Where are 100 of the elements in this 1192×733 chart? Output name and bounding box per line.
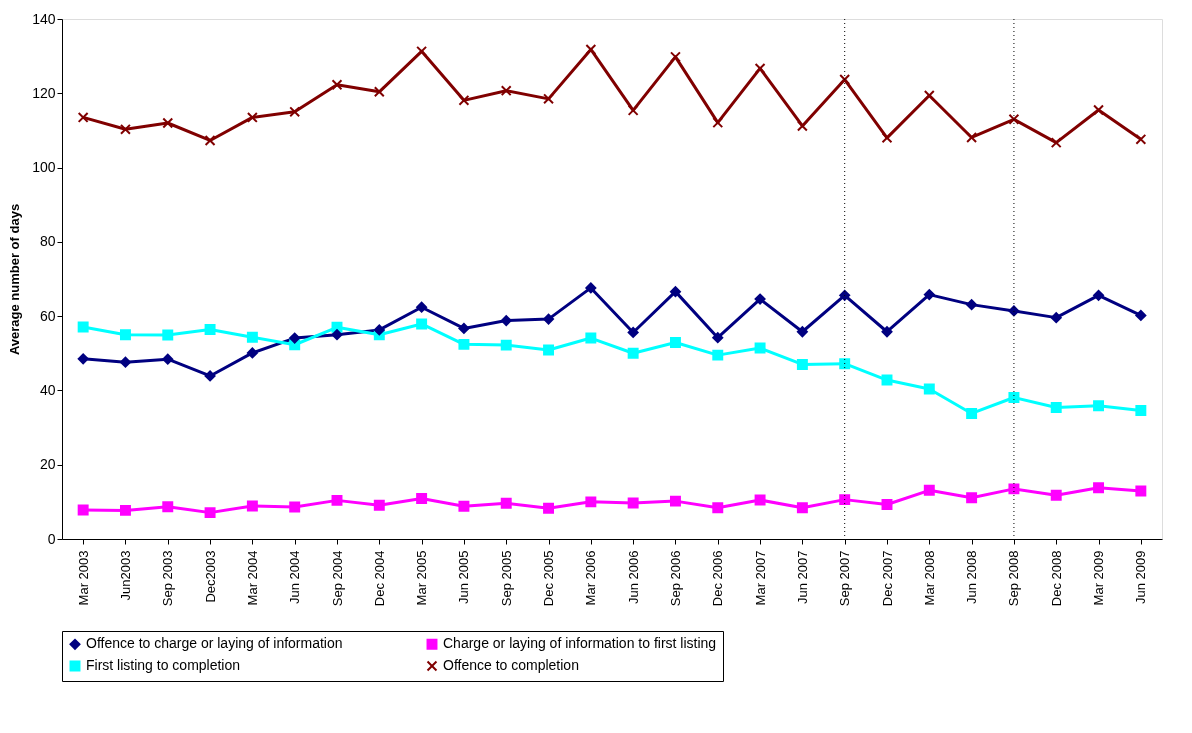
point xyxy=(712,502,724,514)
x-tick-label: Jun 2004 xyxy=(287,550,303,604)
x-tick-label: Dec 2008 xyxy=(1048,550,1064,607)
point xyxy=(416,493,428,504)
point xyxy=(754,494,766,506)
point xyxy=(416,318,428,330)
point xyxy=(416,301,428,313)
point xyxy=(77,353,89,365)
point xyxy=(1008,113,1020,125)
point xyxy=(162,329,174,341)
point xyxy=(796,120,808,132)
legend-label: First listing to completion xyxy=(86,657,241,673)
x-tick-label: Mar 2008 xyxy=(921,550,937,606)
point xyxy=(246,331,258,343)
point xyxy=(246,111,258,123)
point xyxy=(373,324,385,336)
point xyxy=(881,132,893,144)
x-tick-label: Mar 2007 xyxy=(752,550,768,606)
point xyxy=(839,289,851,301)
point xyxy=(331,329,343,341)
point xyxy=(246,347,258,359)
x-tick-label: Jun 2005 xyxy=(456,550,472,604)
x-tick-label: Jun 2006 xyxy=(625,550,641,604)
point xyxy=(669,495,681,507)
point xyxy=(669,286,681,298)
point xyxy=(966,492,978,504)
point xyxy=(796,358,808,370)
point xyxy=(627,497,639,509)
point xyxy=(119,329,131,341)
x-tick-label: Jun 2007 xyxy=(794,550,810,604)
point xyxy=(923,289,935,301)
point xyxy=(77,321,89,333)
point xyxy=(585,43,597,55)
point xyxy=(458,500,470,512)
point xyxy=(839,358,851,370)
point xyxy=(923,484,935,496)
x-tick-label: Dec 2004 xyxy=(371,550,387,607)
point xyxy=(246,500,258,512)
point xyxy=(796,326,808,338)
point xyxy=(627,347,639,359)
x-tick-label: Sep 2004 xyxy=(329,550,345,607)
x-tick-label: Mar 2004 xyxy=(244,550,260,606)
y-tick-label: 60 xyxy=(39,307,56,324)
point xyxy=(881,326,893,338)
point xyxy=(543,313,555,325)
point xyxy=(1135,485,1147,497)
point xyxy=(669,337,681,348)
point xyxy=(1050,402,1062,413)
point xyxy=(500,339,512,351)
y-tick-label: 20 xyxy=(39,456,56,473)
point xyxy=(1008,392,1020,403)
legend-label: Offence to charge or laying of information xyxy=(86,635,343,652)
point xyxy=(712,349,724,361)
x-tick-label: Dec 2005 xyxy=(541,550,557,607)
point xyxy=(543,502,555,514)
point xyxy=(119,123,131,135)
point xyxy=(500,315,512,327)
point xyxy=(1135,405,1147,416)
point xyxy=(373,86,385,98)
y-tick-label: 80 xyxy=(39,233,56,250)
point xyxy=(712,332,724,344)
point xyxy=(881,374,893,386)
point xyxy=(754,342,766,354)
point xyxy=(1135,309,1147,321)
point xyxy=(204,507,216,519)
point xyxy=(77,504,89,516)
point xyxy=(289,332,301,344)
x-tick-label: Sep 2008 xyxy=(1006,550,1022,607)
point xyxy=(289,106,301,118)
point xyxy=(373,499,385,511)
point xyxy=(204,324,216,335)
point xyxy=(162,117,174,129)
point xyxy=(204,134,216,146)
x-tick-label: Jun2003 xyxy=(117,550,133,601)
point xyxy=(77,111,89,123)
legend-label: Charge or laying of information to first listing xyxy=(443,635,717,652)
point xyxy=(585,496,597,508)
y-tick-label: 140 xyxy=(32,10,56,27)
point xyxy=(754,293,766,305)
point xyxy=(627,327,639,338)
x-tick-label: Sep 2006 xyxy=(667,550,683,607)
x-tick-label: Sep 2007 xyxy=(837,550,853,607)
point xyxy=(1135,133,1147,145)
point xyxy=(458,322,470,334)
point xyxy=(796,502,808,514)
point xyxy=(458,94,470,106)
point xyxy=(1008,483,1020,495)
point xyxy=(966,407,978,419)
point xyxy=(585,282,597,294)
y-tick-label: 120 xyxy=(32,84,56,101)
point xyxy=(500,85,512,97)
x-tick-label: Jun 2008 xyxy=(964,550,980,604)
point xyxy=(923,90,935,101)
x-tick-label: Sep 2005 xyxy=(498,550,514,607)
point xyxy=(1093,482,1105,494)
point xyxy=(331,494,343,506)
point xyxy=(331,79,343,91)
x-tick-label: Dec2003 xyxy=(202,550,218,603)
x-tick-label: Mar 2005 xyxy=(414,550,430,606)
point xyxy=(1050,489,1062,501)
